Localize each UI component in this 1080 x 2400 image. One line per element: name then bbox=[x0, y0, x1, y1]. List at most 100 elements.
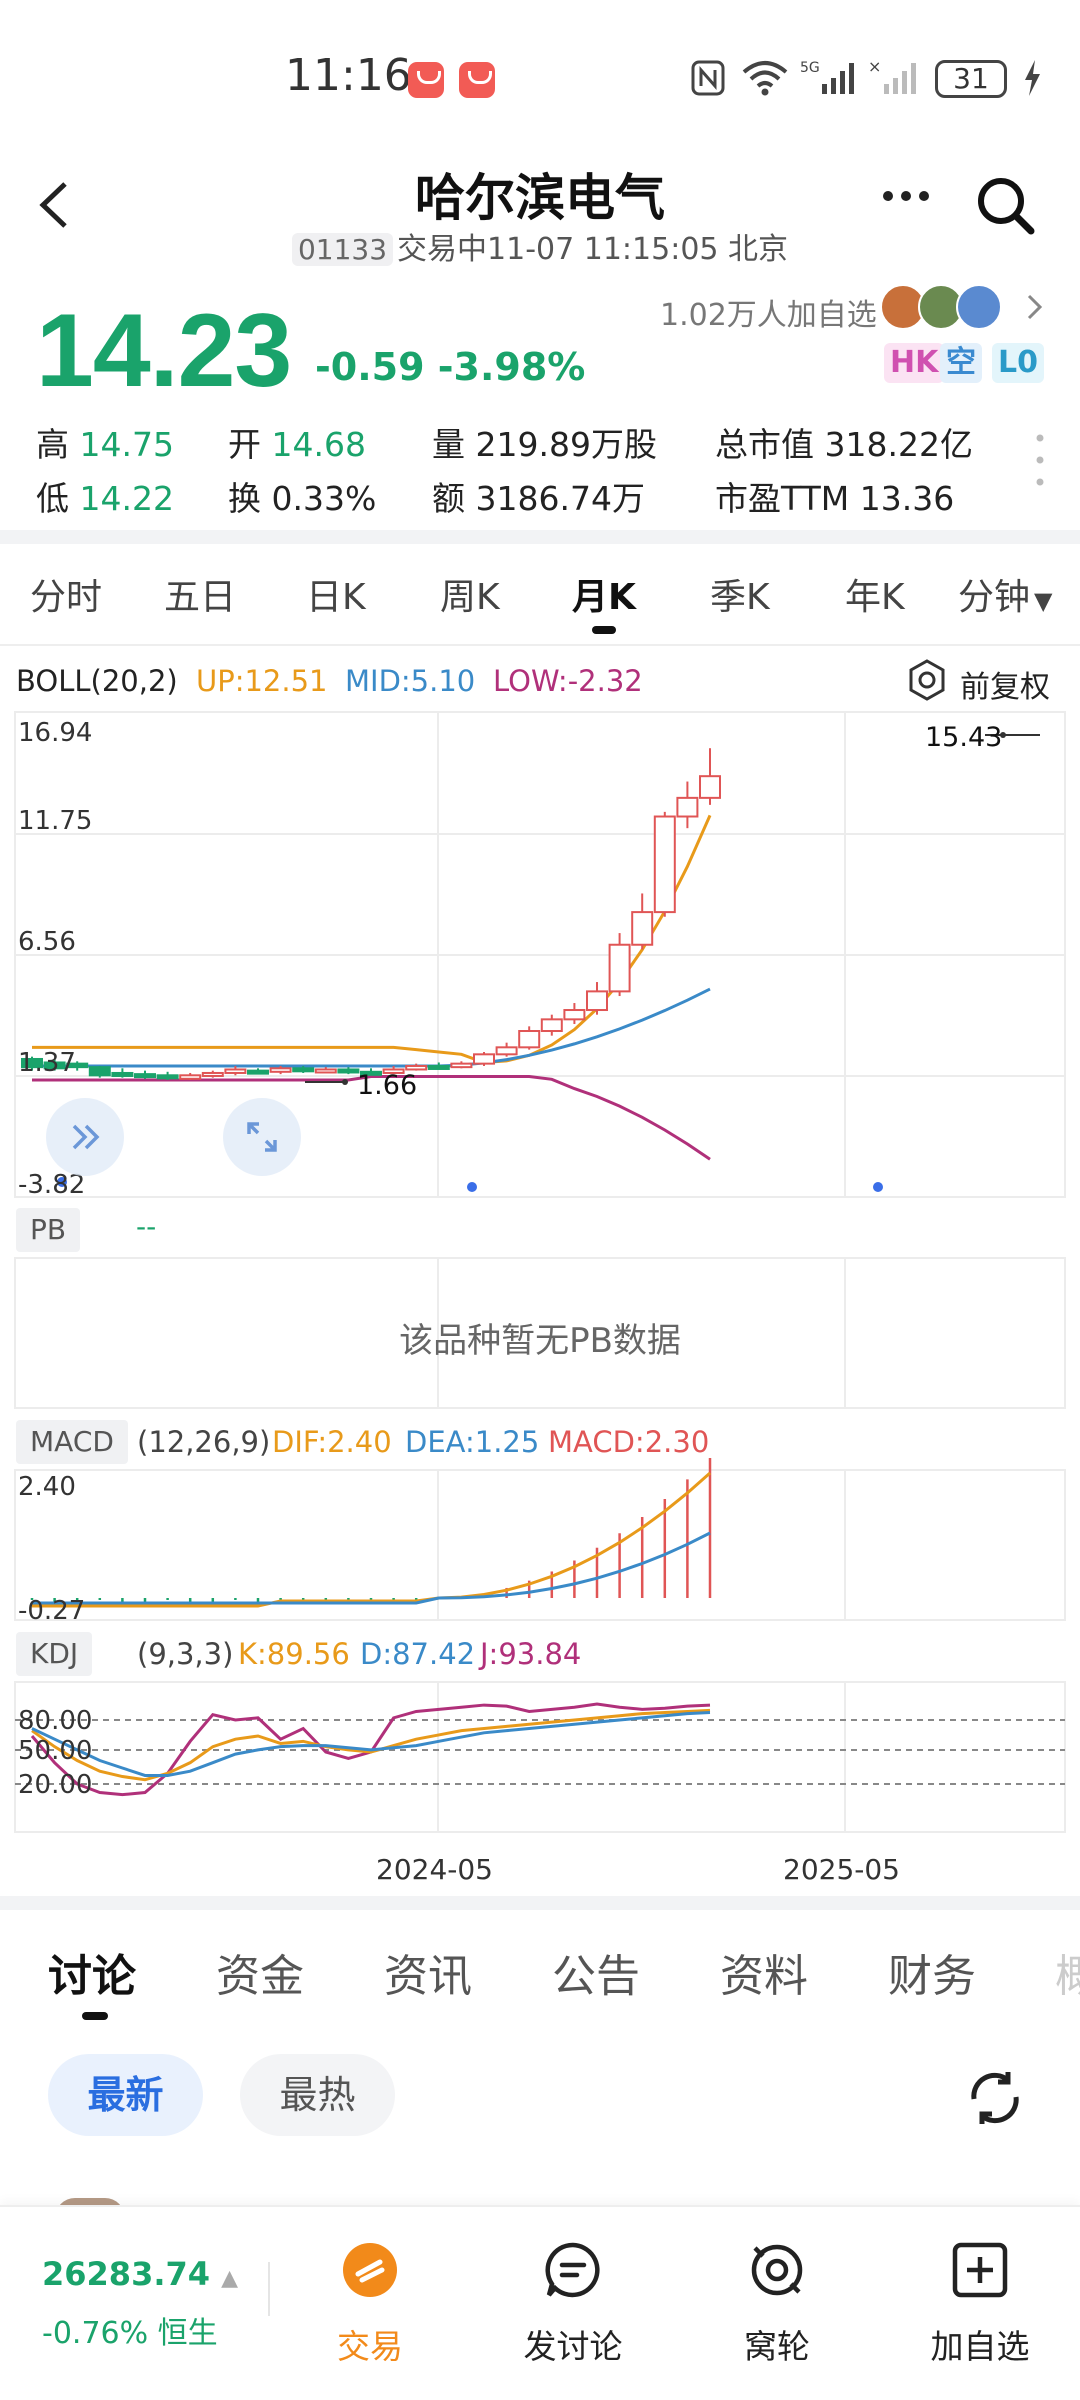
price-change: -0.59 -3.98% bbox=[315, 345, 586, 389]
x-axis-label: 2025-05 bbox=[783, 1853, 900, 1886]
candle-body bbox=[179, 1074, 202, 1080]
macd-dea-line bbox=[32, 1531, 711, 1605]
candle-body bbox=[563, 1009, 586, 1021]
candle-body bbox=[134, 1073, 156, 1079]
tab-profile[interactable]: 资料 bbox=[720, 1951, 808, 2002]
tab-quarterly-k[interactable]: 季K bbox=[710, 577, 770, 618]
macd-tag[interactable]: MACD bbox=[16, 1420, 128, 1464]
candle-body bbox=[699, 775, 721, 799]
candle-body bbox=[43, 1061, 66, 1070]
divider bbox=[0, 530, 1080, 544]
candle-body bbox=[292, 1067, 315, 1073]
candle-body bbox=[427, 1064, 450, 1070]
add-watchlist-icon[interactable] bbox=[950, 2240, 1010, 2300]
boll-label[interactable]: BOLL(20,2) bbox=[16, 664, 178, 698]
tab-daily-k[interactable]: 日K bbox=[306, 577, 366, 618]
tab-add-watchlist[interactable]: 加自选 bbox=[930, 2327, 1030, 2366]
tab-post-discussion[interactable]: 发讨论 bbox=[523, 2327, 623, 2366]
tab-announcements[interactable]: 公告 bbox=[552, 1951, 640, 2002]
charging-icon bbox=[1022, 58, 1042, 98]
amount-stat: 额 3186.74万 bbox=[432, 479, 645, 518]
kebab-icon[interactable] bbox=[1035, 430, 1045, 490]
candle-body bbox=[653, 815, 676, 914]
filter-hot[interactable]: 最热 bbox=[240, 2054, 395, 2136]
tab-funds[interactable]: 资金 bbox=[216, 1951, 304, 2002]
filter-latest[interactable]: 最新 bbox=[48, 2054, 203, 2136]
tab-discussion[interactable]: 讨论 bbox=[48, 1951, 136, 2002]
tab-five-day[interactable]: 五日 bbox=[164, 577, 237, 618]
boll-up-line bbox=[32, 814, 712, 1064]
more-icon[interactable] bbox=[878, 182, 934, 222]
refresh-icon[interactable] bbox=[962, 2065, 1028, 2131]
chevron-right-icon[interactable] bbox=[1025, 290, 1045, 333]
back-icon[interactable] bbox=[35, 180, 75, 230]
huawei-app-icon bbox=[408, 62, 444, 98]
candle-body bbox=[540, 1018, 563, 1033]
expand-icon bbox=[247, 1122, 277, 1152]
tab-warrants[interactable]: 窝轮 bbox=[744, 2327, 810, 2366]
macd-y-label: -0.27 bbox=[18, 1596, 86, 1626]
candle-body bbox=[676, 796, 699, 818]
min-price-label: 1.66 bbox=[357, 1070, 418, 1101]
boll-low-value: LOW:-2.32 bbox=[493, 664, 643, 698]
short-tag: 空 bbox=[940, 343, 982, 383]
y-axis-label: 1.37 bbox=[18, 1048, 76, 1078]
y-axis-label: 16.94 bbox=[18, 718, 93, 748]
current-price: 14.23 bbox=[36, 293, 292, 409]
tab-monthly-k[interactable]: 月K bbox=[572, 577, 636, 618]
trading-status: 交易中11-07 11:15:05 北京 bbox=[397, 232, 789, 267]
pb-tag[interactable]: PB bbox=[16, 1208, 81, 1252]
tab-yearly-k[interactable]: 年K bbox=[845, 577, 905, 618]
kdj-tag[interactable]: KDJ bbox=[16, 1632, 93, 1676]
divider bbox=[268, 2262, 270, 2316]
divider bbox=[0, 1896, 1080, 1910]
tab-news[interactable]: 资讯 bbox=[384, 1951, 472, 2002]
level-tag: L0 bbox=[992, 343, 1044, 383]
kdj-params: (9,3,3) bbox=[137, 1637, 234, 1671]
tab-overview[interactable]: 概 bbox=[1055, 1951, 1080, 2002]
max-price-label: 15.43 bbox=[925, 722, 1003, 753]
adjustment-selector[interactable]: 前复权 bbox=[960, 670, 1050, 705]
y-axis-label: 11.75 bbox=[18, 806, 93, 836]
tab-trade[interactable]: 交易 bbox=[337, 2327, 403, 2366]
tab-weekly-k[interactable]: 周K bbox=[440, 577, 500, 618]
boll-low-line bbox=[32, 1074, 711, 1161]
index-change[interactable]: -0.76% 恒生 bbox=[42, 2316, 218, 2351]
kdj-k-line bbox=[31, 1708, 711, 1782]
candle-body bbox=[473, 1053, 495, 1065]
stock-code: 01133 bbox=[291, 233, 394, 266]
open-stat: 开 14.68 bbox=[228, 425, 366, 464]
boll-up-value: UP:12.51 bbox=[196, 664, 328, 698]
candle-body bbox=[518, 1030, 541, 1049]
candle-body bbox=[201, 1071, 224, 1077]
active-tab-indicator bbox=[592, 626, 616, 634]
settings-icon[interactable] bbox=[905, 658, 949, 702]
y-axis-label: 6.56 bbox=[18, 927, 76, 957]
warrant-icon[interactable] bbox=[747, 2240, 807, 2300]
watchers-count[interactable]: 1.02万人加自选 bbox=[660, 298, 877, 333]
index-value[interactable]: 26283.74 ▲ bbox=[42, 2255, 239, 2293]
fullscreen-button[interactable] bbox=[223, 1098, 301, 1176]
status-time: 11:16 bbox=[285, 50, 412, 101]
candle-body bbox=[337, 1068, 360, 1074]
signal-5g-icon: 5G bbox=[800, 58, 860, 98]
market-cap-stat: 总市值 318.22亿 bbox=[715, 425, 973, 464]
candle-body bbox=[66, 1062, 89, 1069]
market-tag-hk: HK bbox=[884, 343, 945, 383]
discuss-icon[interactable] bbox=[543, 2240, 603, 2300]
svg-text:5G: 5G bbox=[800, 60, 820, 76]
pb-empty-message: 该品种暂无PB数据 bbox=[399, 1321, 681, 1361]
stock-subtitle: 01133 交易中11-07 11:15:05 北京 bbox=[0, 224, 1080, 268]
pb-value: -- bbox=[136, 1210, 157, 1243]
low-stat: 低 14.22 bbox=[36, 479, 174, 518]
search-icon[interactable] bbox=[975, 175, 1037, 237]
tab-intraday[interactable]: 分时 bbox=[30, 577, 103, 618]
signal-2-icon: × bbox=[868, 57, 924, 98]
candle-body bbox=[224, 1068, 247, 1074]
trade-icon[interactable] bbox=[340, 2240, 400, 2300]
tab-minute[interactable]: 分钟 ▼ bbox=[958, 577, 1053, 618]
tab-financials[interactable]: 财务 bbox=[888, 1951, 976, 2002]
candle-body bbox=[382, 1068, 405, 1074]
expand-sidebar-button[interactable] bbox=[46, 1098, 124, 1176]
candle-body bbox=[405, 1064, 428, 1071]
